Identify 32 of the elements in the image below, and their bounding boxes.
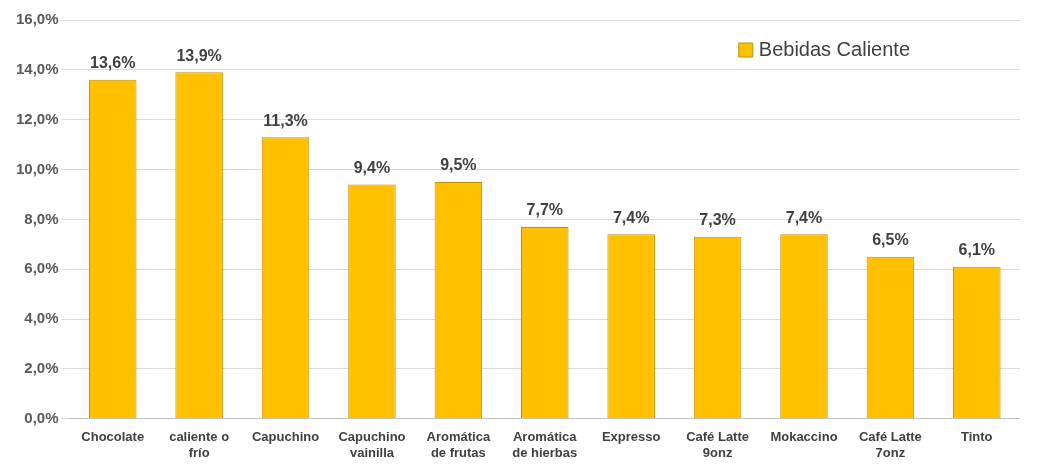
y-tick-label: 10,0% [15, 159, 59, 177]
y-tick-label: 4,0% [24, 309, 59, 327]
x-tick-label: Aromática de hierbas [512, 429, 578, 460]
data-label: 7,4% [612, 208, 650, 226]
x-tick-label: Aromática de frutas [426, 429, 491, 460]
x-tick-label: Capuchino [251, 429, 320, 445]
x-tick-label: Mokaccino [770, 429, 838, 445]
y-tick-label: 2,0% [24, 359, 59, 377]
data-label: 7,3% [699, 211, 736, 229]
data-label: 7,7% [526, 201, 563, 219]
x-tick-label: Chocolate [81, 429, 145, 445]
x-tick-label: caliente o frío [169, 429, 230, 460]
legend-label: Bebidas Caliente [758, 37, 911, 60]
x-tick-label: Café Latte 7onz [858, 429, 922, 460]
data-label: 13,6% [90, 54, 136, 72]
x-tick-label: Capuchino vainilla [338, 429, 406, 460]
x-tick-label: Café Latte 9onz [686, 429, 750, 460]
data-label: 6,1% [958, 241, 996, 259]
data-label: 6,5% [872, 231, 909, 249]
data-label: 9,4% [353, 158, 391, 176]
y-tick-label: 12,0% [15, 109, 59, 127]
data-label: 9,5% [440, 156, 477, 174]
data-label: 11,3% [263, 111, 308, 129]
x-tick-label: Expresso [601, 429, 661, 445]
y-tick-label: 16,0% [15, 10, 59, 28]
x-tick-label: Tinto [961, 429, 993, 445]
data-label: 7,4% [785, 208, 823, 226]
y-tick-label: 6,0% [24, 259, 59, 277]
data-label: 13,9% [176, 46, 222, 64]
y-tick-label: 0,0% [24, 408, 59, 426]
y-tick-label: 8,0% [24, 209, 59, 227]
y-tick-label: 14,0% [15, 59, 59, 77]
